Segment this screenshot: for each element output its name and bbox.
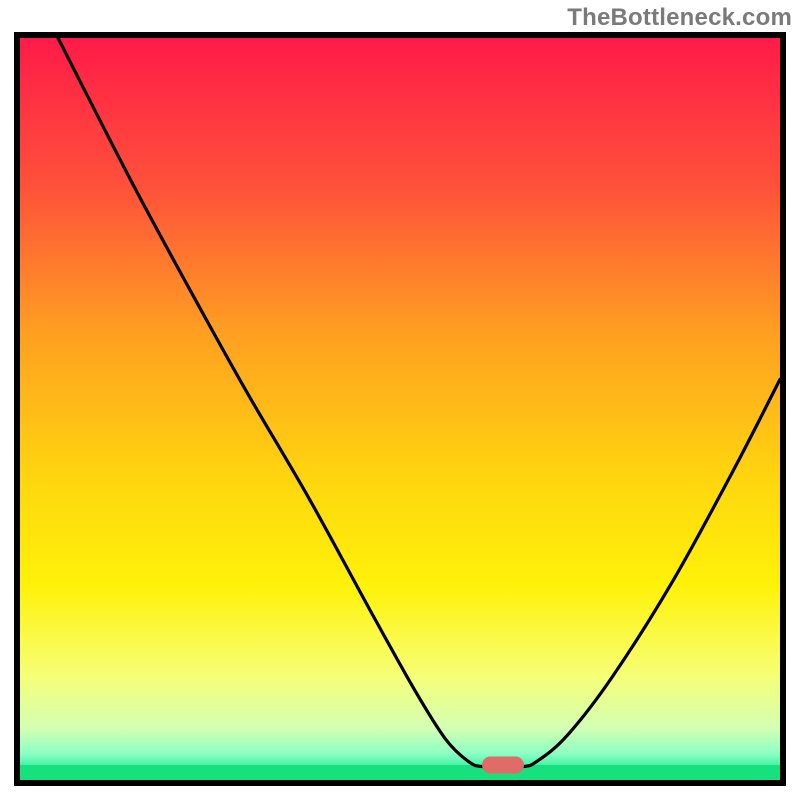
curve-path (58, 38, 780, 767)
watermark-text: TheBottleneck.com (567, 4, 792, 32)
optimum-marker (482, 757, 524, 774)
plot-frame (14, 32, 786, 786)
chart-container: TheBottleneck.com (0, 0, 800, 800)
bottleneck-curve (20, 38, 780, 780)
